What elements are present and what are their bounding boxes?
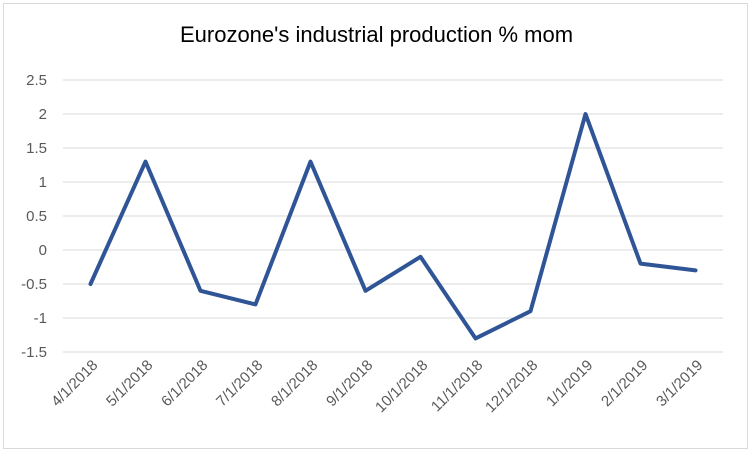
y-tick-label: -1.5 xyxy=(21,344,47,361)
x-tick-label: 10/1/2018 xyxy=(372,357,431,416)
x-tick-label: 2/1/2019 xyxy=(598,357,651,410)
x-tick-label: 7/1/2018 xyxy=(213,357,266,410)
x-tick-label: 8/1/2018 xyxy=(268,357,321,410)
x-tick-label: 12/1/2018 xyxy=(482,357,541,416)
y-tick-label: -1 xyxy=(34,310,47,327)
y-tick-label: 1 xyxy=(39,174,47,191)
x-tick-label: 9/1/2018 xyxy=(323,357,376,410)
chart-title: Eurozone's industrial production % mom xyxy=(179,22,574,47)
x-tick-label: 3/1/2019 xyxy=(653,357,706,410)
y-tick-label: 0.5 xyxy=(26,208,47,225)
y-tick-label: 2 xyxy=(39,106,47,123)
x-tick-label: 6/1/2018 xyxy=(158,357,211,410)
x-tick-label: 11/1/2018 xyxy=(428,357,486,415)
y-tick-label: -0.5 xyxy=(21,276,47,293)
x-tick-label: 4/1/2018 xyxy=(48,357,101,410)
y-tick-label: 0 xyxy=(39,242,47,259)
x-tick-label: 5/1/2018 xyxy=(103,357,156,410)
series-line xyxy=(88,112,698,341)
x-tick-label: 1/1/2019 xyxy=(543,357,596,410)
y-tick-label: 1.5 xyxy=(26,140,47,157)
y-tick-label: 2.5 xyxy=(26,72,47,89)
chart-frame xyxy=(3,3,748,449)
